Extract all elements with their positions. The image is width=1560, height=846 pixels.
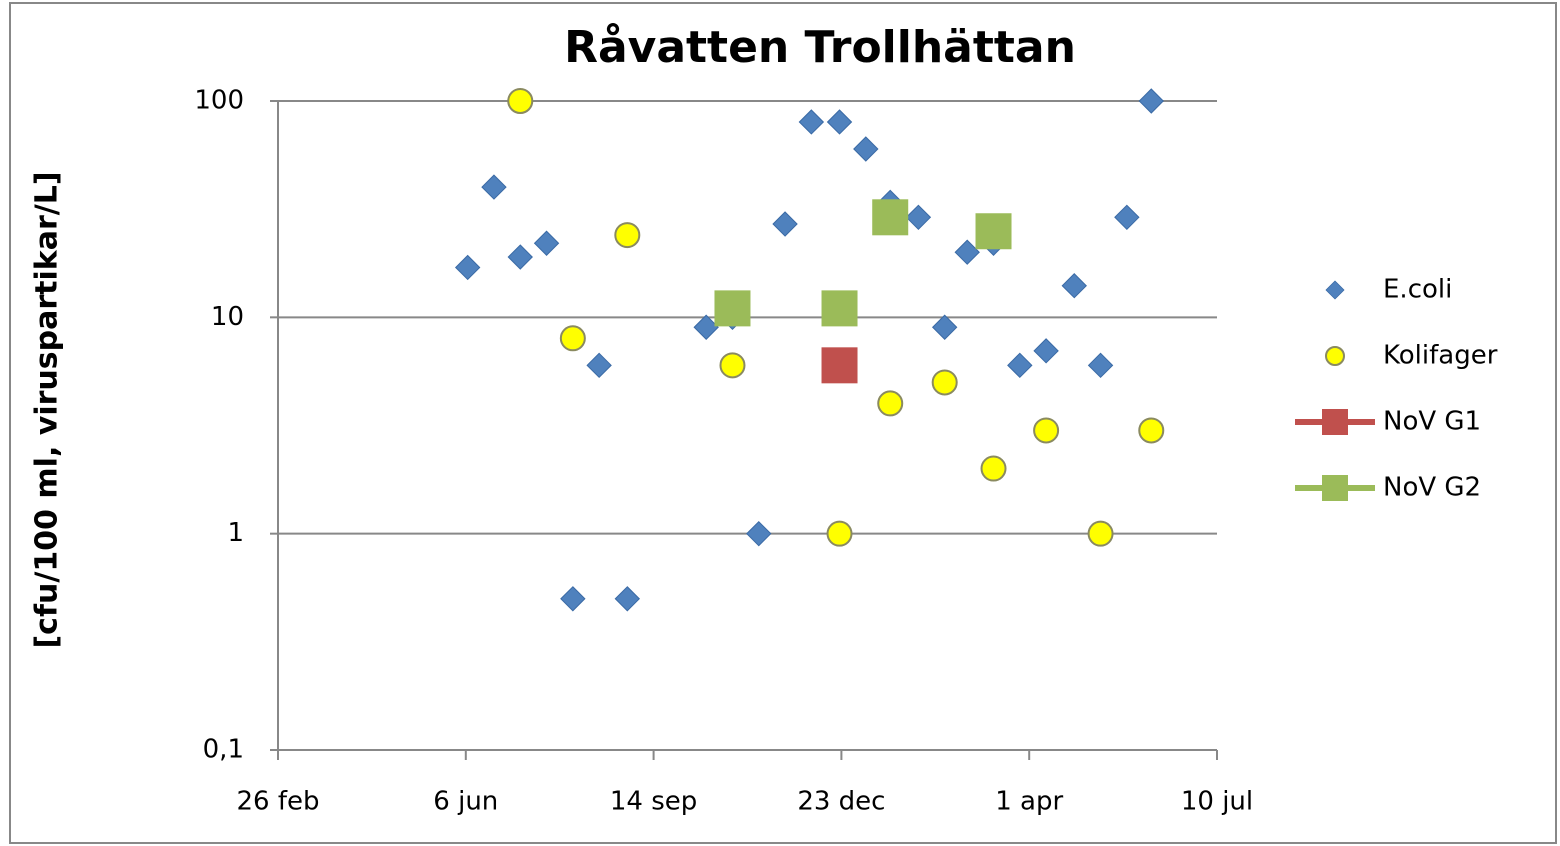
x-tick-label: 1 apr — [995, 787, 1063, 817]
chart-title: Råvatten Trollhättan — [564, 22, 1076, 73]
diamond-marker — [746, 520, 772, 547]
circle-marker — [507, 88, 534, 114]
legend-label: NoV G2 — [1383, 473, 1481, 503]
diamond-marker — [1007, 352, 1033, 379]
circle-marker — [980, 455, 1007, 482]
diamond-marker — [954, 239, 980, 265]
y-tick-label: 100 — [194, 86, 244, 116]
diamond-marker — [481, 174, 507, 200]
square-marker — [975, 213, 1012, 250]
y-tick-label: 0,1 — [203, 735, 244, 765]
diamond-marker — [1138, 88, 1164, 114]
x-tick-label: 26 feb — [236, 787, 319, 817]
legend-marker — [1322, 409, 1348, 435]
x-tick-label: 23 dec — [797, 787, 885, 817]
legend-marker — [1322, 475, 1348, 501]
x-tick-label: 14 sep — [610, 787, 697, 817]
circle-marker — [559, 325, 586, 352]
circle-marker — [931, 369, 958, 396]
y-axis-label: [cfu/100 ml, viruspartikar/L] — [30, 171, 65, 648]
diamond-marker — [507, 244, 533, 270]
diamond-marker — [586, 352, 612, 379]
diamond-marker — [826, 109, 853, 135]
diamond-marker — [614, 586, 641, 612]
x-tick-label: 10 jul — [1181, 787, 1253, 817]
x-tick-label: 6 jun — [433, 787, 498, 817]
diamond-marker — [1087, 352, 1114, 379]
diamond-marker — [1033, 338, 1059, 364]
square-marker — [872, 199, 909, 236]
diamond-marker — [454, 254, 481, 281]
diamond-marker — [533, 230, 560, 256]
circle-marker — [826, 520, 853, 547]
legend-marker — [1325, 346, 1345, 366]
legend-marker — [1325, 280, 1345, 300]
legend-label: E.coli — [1383, 275, 1452, 305]
diamond-marker — [560, 586, 586, 612]
square-marker — [821, 347, 858, 384]
circle-marker — [719, 352, 746, 379]
diamond-marker — [693, 314, 719, 340]
legend-label: Kolifager — [1383, 341, 1498, 371]
diamond-marker — [772, 211, 798, 237]
diamond-marker — [1061, 273, 1087, 299]
circle-marker — [1087, 520, 1114, 547]
diamond-marker — [931, 314, 958, 340]
square-marker — [714, 290, 751, 327]
circle-marker — [1033, 417, 1060, 444]
diamond-marker — [1114, 204, 1140, 231]
diamond-marker — [905, 204, 932, 231]
y-tick-label: 10 — [211, 302, 244, 332]
circle-marker — [1138, 417, 1165, 444]
circle-marker — [614, 222, 641, 249]
legend-label: NoV G1 — [1383, 407, 1481, 437]
diamond-marker — [798, 109, 825, 135]
y-tick-label: 1 — [227, 518, 244, 548]
diamond-marker — [853, 136, 879, 162]
square-marker — [821, 290, 858, 327]
circle-marker — [877, 390, 904, 417]
